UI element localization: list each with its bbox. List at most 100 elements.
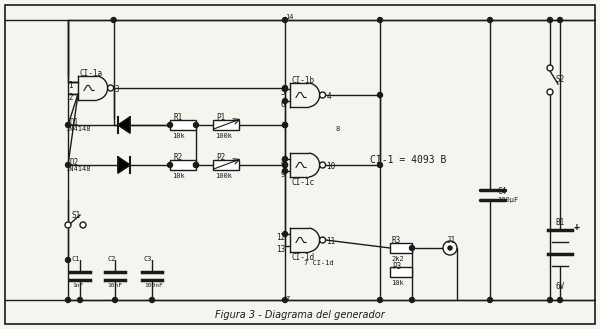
Text: 100k: 100k bbox=[215, 173, 232, 179]
Circle shape bbox=[283, 86, 287, 90]
Circle shape bbox=[409, 297, 415, 302]
Circle shape bbox=[283, 297, 287, 302]
Circle shape bbox=[193, 163, 199, 167]
Text: 100k: 100k bbox=[215, 133, 232, 139]
Text: P1: P1 bbox=[216, 113, 225, 122]
Text: R1: R1 bbox=[173, 113, 182, 122]
Circle shape bbox=[283, 232, 287, 237]
Circle shape bbox=[377, 92, 383, 97]
Circle shape bbox=[487, 17, 493, 22]
Text: J1: J1 bbox=[447, 236, 456, 245]
Circle shape bbox=[65, 122, 71, 128]
Circle shape bbox=[320, 162, 326, 168]
Bar bbox=[390, 267, 412, 277]
Text: C3: C3 bbox=[144, 256, 152, 262]
Circle shape bbox=[80, 222, 86, 228]
Circle shape bbox=[149, 297, 155, 302]
Text: 5: 5 bbox=[280, 88, 285, 97]
Circle shape bbox=[283, 122, 287, 128]
Text: +: + bbox=[574, 222, 580, 232]
Polygon shape bbox=[118, 157, 130, 173]
Circle shape bbox=[167, 122, 173, 128]
Text: 1: 1 bbox=[68, 81, 73, 90]
Text: 2: 2 bbox=[68, 93, 73, 102]
Circle shape bbox=[548, 297, 553, 302]
Text: 12: 12 bbox=[276, 233, 285, 242]
Text: 13: 13 bbox=[276, 245, 285, 254]
Text: D2: D2 bbox=[70, 158, 79, 167]
Circle shape bbox=[557, 297, 563, 302]
Text: 10k: 10k bbox=[172, 173, 185, 179]
Text: 10nF: 10nF bbox=[107, 283, 122, 288]
Circle shape bbox=[377, 297, 383, 302]
Circle shape bbox=[487, 297, 493, 302]
Circle shape bbox=[65, 222, 71, 228]
Circle shape bbox=[167, 163, 173, 167]
Text: C1: C1 bbox=[72, 256, 80, 262]
Text: P3: P3 bbox=[392, 262, 401, 271]
Text: 7: 7 bbox=[285, 296, 289, 302]
Text: 10: 10 bbox=[326, 162, 336, 171]
Text: 100nF: 100nF bbox=[144, 283, 163, 288]
Circle shape bbox=[283, 122, 287, 128]
Text: 7 CI-1d: 7 CI-1d bbox=[304, 260, 334, 266]
Bar bbox=[170, 160, 196, 170]
Text: 11: 11 bbox=[326, 237, 336, 246]
Text: 14: 14 bbox=[285, 14, 293, 20]
Circle shape bbox=[77, 297, 83, 302]
Text: 10k: 10k bbox=[391, 280, 404, 286]
Text: B1: B1 bbox=[555, 218, 564, 227]
Text: 10k: 10k bbox=[172, 133, 185, 139]
Circle shape bbox=[283, 157, 287, 162]
Text: CI-1a: CI-1a bbox=[80, 69, 103, 78]
Text: 100μF: 100μF bbox=[497, 197, 518, 203]
Text: D1: D1 bbox=[70, 118, 79, 127]
Circle shape bbox=[193, 122, 199, 128]
Text: 1N4148: 1N4148 bbox=[65, 166, 91, 172]
Text: CI-1c: CI-1c bbox=[292, 178, 315, 187]
Text: 6V: 6V bbox=[556, 282, 565, 291]
Circle shape bbox=[283, 168, 287, 173]
Circle shape bbox=[377, 163, 383, 167]
Text: 8: 8 bbox=[280, 158, 285, 167]
Circle shape bbox=[65, 258, 71, 263]
Text: 8: 8 bbox=[336, 126, 340, 132]
Circle shape bbox=[320, 237, 326, 243]
Circle shape bbox=[283, 17, 287, 22]
Circle shape bbox=[65, 297, 71, 302]
Text: CI-1b: CI-1b bbox=[292, 76, 315, 85]
Text: Figura 3 - Diagrama del generador: Figura 3 - Diagrama del generador bbox=[215, 310, 385, 320]
Circle shape bbox=[283, 98, 287, 104]
Bar bbox=[213, 160, 239, 170]
Circle shape bbox=[320, 92, 326, 98]
Text: R2: R2 bbox=[173, 153, 182, 162]
Text: CI-1 = 4093 B: CI-1 = 4093 B bbox=[370, 155, 446, 165]
Text: 4: 4 bbox=[326, 92, 331, 101]
Text: 1N4148: 1N4148 bbox=[65, 126, 91, 132]
Circle shape bbox=[448, 246, 452, 250]
Circle shape bbox=[107, 85, 113, 91]
Circle shape bbox=[548, 17, 553, 22]
Circle shape bbox=[65, 163, 71, 167]
Circle shape bbox=[443, 241, 457, 255]
Text: S2: S2 bbox=[555, 75, 564, 84]
Circle shape bbox=[283, 87, 287, 91]
Circle shape bbox=[283, 163, 287, 167]
Bar bbox=[390, 243, 412, 253]
Circle shape bbox=[409, 245, 415, 250]
Text: 6: 6 bbox=[280, 100, 285, 109]
Circle shape bbox=[377, 17, 383, 22]
Text: CI-1d: CI-1d bbox=[292, 253, 315, 262]
Circle shape bbox=[547, 89, 553, 95]
Text: C4: C4 bbox=[498, 187, 507, 196]
Polygon shape bbox=[118, 117, 130, 133]
Text: 9: 9 bbox=[280, 170, 285, 179]
Text: P2: P2 bbox=[216, 153, 225, 162]
Text: C2: C2 bbox=[107, 256, 115, 262]
Circle shape bbox=[557, 17, 563, 22]
Circle shape bbox=[111, 17, 116, 22]
Circle shape bbox=[113, 297, 118, 302]
Circle shape bbox=[283, 163, 287, 167]
Text: 1nF: 1nF bbox=[72, 283, 83, 288]
Bar bbox=[213, 120, 239, 130]
